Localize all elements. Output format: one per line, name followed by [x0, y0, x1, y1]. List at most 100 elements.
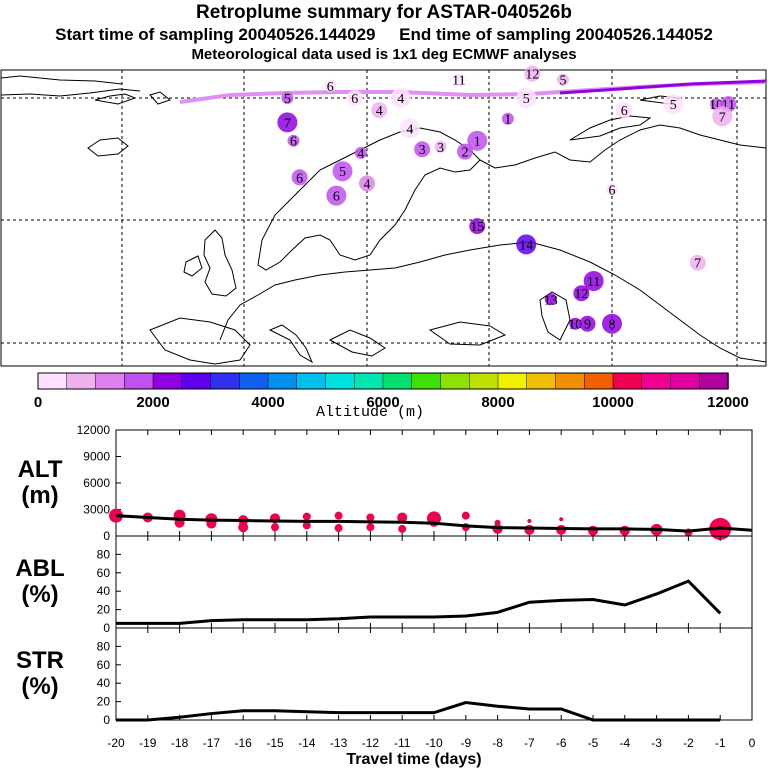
alt-scatter-point: [494, 519, 501, 526]
map-day-label: 7: [719, 110, 726, 125]
map-day-marker: [689, 254, 706, 271]
map-day-marker: [469, 218, 486, 235]
colorbar-cell: [411, 372, 442, 390]
x-tick-label: -10: [425, 736, 443, 750]
time-series-panels: 030006000900012000ALT(m)020406080ABL(%)0…: [15, 423, 756, 768]
map-day-marker: [712, 106, 733, 127]
altitude-colorbar: 0 2000 4000 6000 8000 10000 12000 Altitude (m): [34, 372, 749, 420]
x-tick-label: -4: [619, 736, 630, 750]
y-tick-label: 0: [103, 713, 110, 727]
map-day-label: 1: [474, 135, 481, 150]
x-tick-label: -7: [524, 736, 535, 750]
alt-scatter-point: [302, 521, 311, 530]
alt-scatter-point: [366, 513, 375, 522]
y-tick-label: 20: [97, 603, 111, 617]
colorbar-cell: [124, 372, 154, 390]
map-day-marker: [359, 175, 375, 192]
colorbar-tick-label: 8000: [481, 394, 514, 411]
colorbar-cell: [584, 372, 614, 390]
map-day-marker: [277, 112, 298, 133]
y-axis-label: ALT: [18, 456, 63, 483]
y-tick-label: 60: [97, 566, 111, 580]
colorbar-cell: [670, 372, 700, 390]
alt-scatter-point: [334, 511, 343, 520]
colorbar-cell: [296, 372, 327, 390]
map-day-label: 8: [609, 318, 616, 333]
map-day-label: 4: [406, 123, 413, 138]
map-day-label: 11: [452, 74, 465, 89]
colorbar-tick-label: 2000: [136, 394, 169, 411]
x-tick-label: -2: [683, 736, 694, 750]
alt-series-line: [115, 514, 753, 533]
colorbar-cell: [239, 372, 269, 390]
x-tick-label: -8: [492, 736, 503, 750]
alt-scatter-point: [398, 524, 407, 533]
y-tick-label: 9000: [83, 450, 110, 464]
colorbar-cell: [325, 372, 355, 390]
map-day-marker: [371, 102, 388, 119]
colorbar-cell: [37, 372, 68, 390]
map-day-marker: [346, 90, 363, 106]
colorbar-cell: [699, 372, 729, 390]
map-day-marker: [557, 73, 569, 86]
map-day-label: 14: [519, 238, 533, 253]
map-day-label: 6: [333, 190, 340, 205]
colorbar-tick-label: 12000: [707, 394, 749, 411]
map-day-marker: [326, 185, 347, 206]
map-day-label: 10: [568, 318, 582, 333]
y-tick-label: 80: [97, 547, 111, 561]
retroplume-track-recent: [559, 79, 767, 95]
map-day-marker: [281, 92, 294, 104]
x-tick-label: -11: [394, 736, 411, 750]
map-day-label: 5: [339, 165, 346, 180]
map-day-label: 13: [544, 293, 558, 308]
alt-scatter-point: [619, 525, 630, 536]
alt-scatter-point: [712, 518, 729, 535]
x-tick-label: -1: [715, 736, 726, 750]
map-day-marker: [354, 146, 367, 159]
x-tick-label: -16: [235, 736, 253, 750]
map-day-marker: [399, 118, 420, 139]
map-day-label: 4: [364, 177, 371, 192]
x-tick-label: -18: [171, 736, 189, 750]
y-tick-label: 0: [103, 621, 110, 635]
y-tick-label: 40: [97, 676, 111, 690]
colorbar-cell: [152, 372, 183, 390]
map-day-label: 6: [290, 135, 297, 150]
y-tick-label: 0: [103, 529, 110, 543]
colorbar-cell: [382, 372, 413, 390]
map-day-label: 6: [621, 104, 628, 119]
alt-scatter-point: [366, 523, 375, 532]
x-tick-label: -6: [556, 736, 567, 750]
x-tick-label: -9: [460, 736, 471, 750]
y-tick-label: 20: [97, 695, 111, 709]
colorbar-tick-label: 4000: [251, 394, 284, 411]
map-day-label: 7: [284, 116, 291, 131]
map-day-label: 2: [462, 146, 469, 161]
str-series-line: [116, 700, 721, 722]
x-tick-label: -20: [107, 736, 125, 750]
colorbar-cell: [354, 372, 384, 390]
map-day-marker: [583, 271, 604, 291]
map-day-marker: [544, 293, 557, 306]
x-tick-label: -5: [588, 736, 599, 750]
alt-scatter-point: [524, 524, 535, 535]
x-tick-label: -13: [330, 736, 348, 750]
colorbar-label: Altitude (m): [316, 404, 424, 420]
map-day-marker: [390, 88, 411, 108]
colorbar-cell: [612, 372, 643, 390]
map-day-label: 5: [523, 92, 530, 107]
colorbar-tick-label: 0: [34, 394, 42, 411]
map-day-label: 11: [587, 275, 600, 290]
map-day-label: 5: [284, 92, 291, 107]
map-day-label: 12: [525, 68, 539, 83]
map-day-label: 4: [397, 92, 404, 107]
y-axis-label: STR: [16, 647, 64, 674]
map-day-marker: [501, 112, 514, 125]
map-day-marker: [516, 88, 537, 108]
x-axis-label: Travel time (days): [346, 751, 481, 768]
map-day-marker: [606, 183, 618, 196]
colorbar-cell: [267, 372, 298, 390]
